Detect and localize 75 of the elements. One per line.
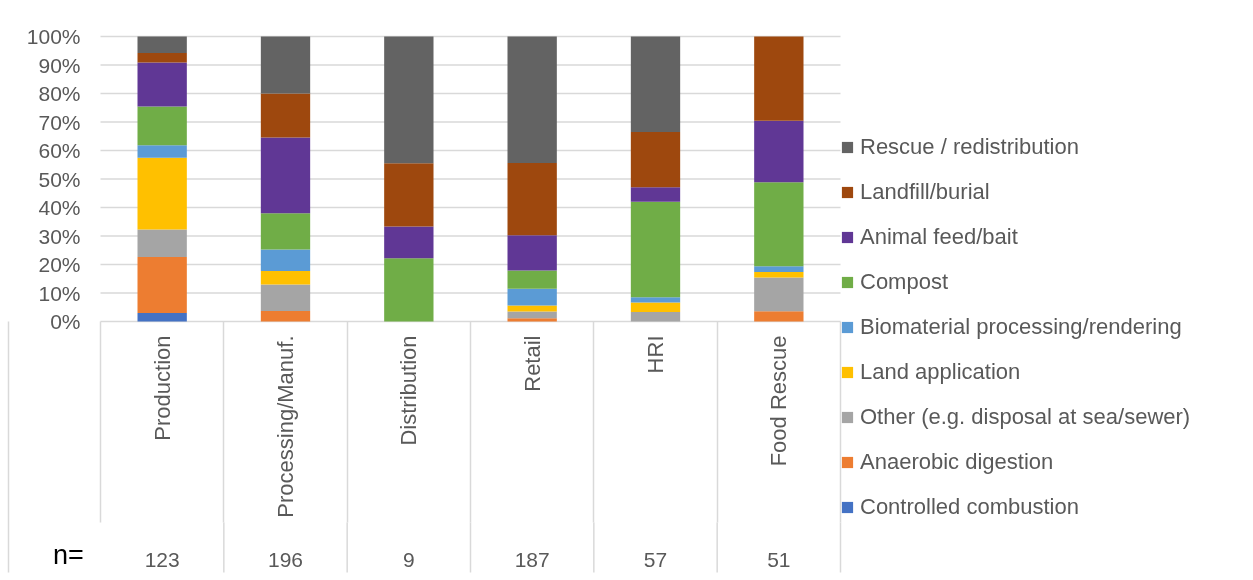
bar <box>137 312 187 322</box>
bar <box>260 213 311 250</box>
bar <box>630 36 681 132</box>
bar <box>507 288 557 306</box>
legend-label: Controlled combustion <box>860 494 1079 520</box>
legend-label: Biomaterial processing/rendering <box>860 314 1182 340</box>
bar <box>507 270 557 289</box>
bar <box>137 53 187 63</box>
bar <box>260 36 311 94</box>
legend-label: Compost <box>860 269 949 295</box>
bar <box>507 235 557 271</box>
legend-label: Landfill/burial <box>860 179 990 205</box>
legend-label: Rescue / redistribution <box>860 134 1079 160</box>
bar <box>754 271 804 278</box>
text: 196 <box>267 547 304 571</box>
bar <box>507 163 557 236</box>
bar <box>137 36 187 54</box>
y-tick-label: 0% <box>50 310 81 333</box>
bar <box>137 229 187 258</box>
x-tick-label: Processing/Manuf. <box>273 335 298 518</box>
text: 187 <box>514 547 550 571</box>
bar <box>137 62 187 107</box>
legend-label: Anaerobic digestion <box>860 449 1054 475</box>
text: n= <box>53 539 84 570</box>
bar <box>630 187 681 202</box>
bar <box>384 226 434 259</box>
bar <box>137 257 187 313</box>
bar <box>754 311 804 322</box>
text: 123 <box>144 547 180 571</box>
bar <box>260 137 311 214</box>
y-tick-label: 70% <box>38 110 81 134</box>
bar <box>260 249 311 272</box>
x-tick-label: Distribution <box>396 335 422 446</box>
bar <box>137 106 187 146</box>
bar <box>137 145 187 158</box>
bar <box>507 318 557 322</box>
legend-label: Land application <box>860 359 1021 385</box>
bar <box>384 163 434 227</box>
bar <box>260 310 311 322</box>
bar <box>630 297 681 303</box>
y-tick-label: 30% <box>38 224 81 248</box>
bar <box>630 312 681 322</box>
y-tick-label: 40% <box>38 196 81 219</box>
bar <box>754 277 804 312</box>
x-tick-label: Food Rescue <box>766 335 792 467</box>
y-tick-label: 80% <box>38 82 81 105</box>
bar <box>630 302 681 313</box>
bar <box>507 305 557 312</box>
bar <box>260 284 311 311</box>
bar <box>630 131 681 188</box>
x-tick-label: HRI <box>643 335 668 374</box>
y-tick-label: 50% <box>38 167 81 191</box>
x-tick-label: Retail <box>519 335 545 392</box>
legend-label: Animal feed/bait <box>860 224 1018 250</box>
y-tick-label: 60% <box>38 139 81 162</box>
x-tick-label: Production <box>149 335 175 441</box>
bar <box>260 93 311 138</box>
legend-label: Other (e.g. disposal at sea/sewer) <box>860 404 1191 430</box>
bar <box>384 36 434 164</box>
text: 9 <box>402 547 415 571</box>
bar <box>754 266 804 272</box>
text: 51 <box>767 547 791 571</box>
bar <box>507 36 557 164</box>
y-tick-label: 20% <box>38 253 81 276</box>
bar <box>754 36 804 121</box>
bar <box>260 271 311 285</box>
y-tick-label: 90% <box>38 53 81 77</box>
y-tick-label: 10% <box>38 281 81 305</box>
bar <box>137 157 187 230</box>
bar <box>754 182 804 267</box>
y-tick-label: 100% <box>26 25 81 48</box>
bar <box>384 258 434 322</box>
bar <box>630 201 681 298</box>
bar <box>754 120 804 183</box>
text: 57 <box>643 547 668 571</box>
